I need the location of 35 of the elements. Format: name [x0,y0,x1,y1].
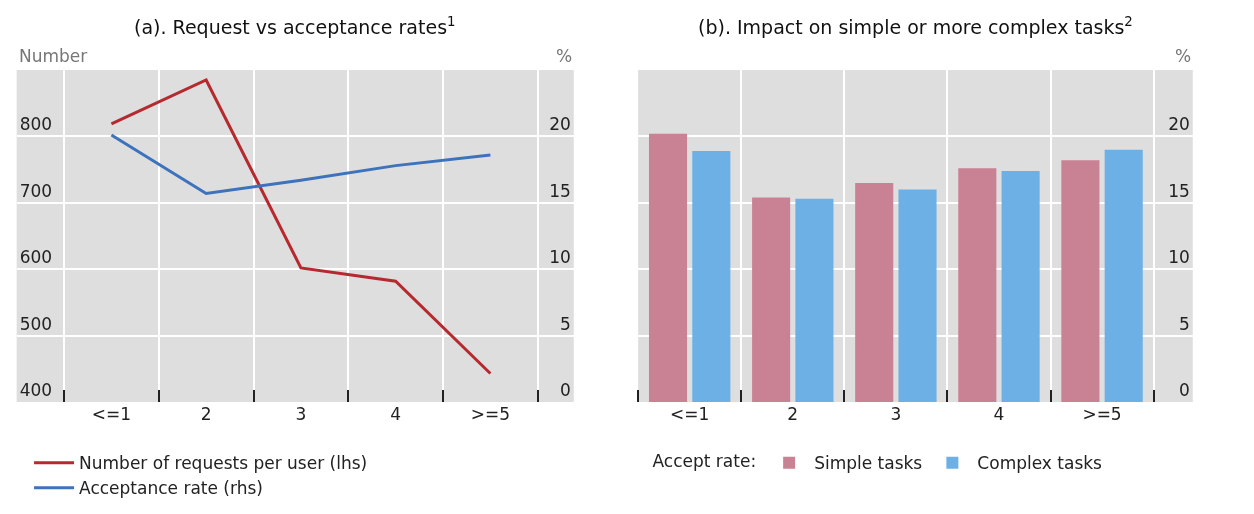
y2-tick-label: 0 [1178,380,1190,401]
y-tick-label: 400 [19,380,53,401]
chart-title: (a). Request vs acceptance rates$^{1}$ [134,14,456,38]
legend-label: Number of requests per user (lhs) [79,453,368,474]
legend-label: Acceptance rate (rhs) [79,478,263,499]
y2-tick-label: 5 [559,313,571,334]
y-axis-title: Number [19,46,88,66]
y-tick-label: 700 [19,180,53,201]
x-tick-label: 4 [390,404,402,424]
y2-axis-title: % [1175,46,1192,66]
x-tick-label: <=1 [91,404,132,424]
x-tick-label: 2 [787,404,799,424]
legend-label: Complex tasks [977,453,1103,474]
y-tick-label: 600 [19,247,53,268]
y2-tick-label: 10 [1168,247,1190,268]
x-tick-label: >=5 [470,404,511,424]
y2-tick-label: 15 [1168,180,1190,201]
legend-title: Accept rate: [652,451,757,472]
x-tick-label: >=5 [1082,404,1122,424]
x-tick-label: 3 [890,404,902,424]
x-tick-label: <=1 [670,404,710,424]
y2-tick-label: 20 [1168,114,1190,135]
y2-tick-label: 5 [1178,313,1190,334]
y2-tick-label: 15 [549,180,571,201]
y-tick-label: 500 [19,313,53,334]
chart-title: (b). Impact on simple or more complex tasks$^{2}$ [698,14,1133,38]
y2-axis-title: % [556,46,573,66]
y2-tick-label: 10 [549,247,571,268]
y2-tick-label: 20 [549,114,571,135]
x-tick-label: 3 [295,404,307,424]
y-tick-label: 800 [19,114,53,135]
x-tick-label: 4 [993,404,1005,424]
x-tick-label: 2 [200,404,212,424]
legend-label: Simple tasks [814,453,923,474]
y2-tick-label: 0 [559,380,571,401]
